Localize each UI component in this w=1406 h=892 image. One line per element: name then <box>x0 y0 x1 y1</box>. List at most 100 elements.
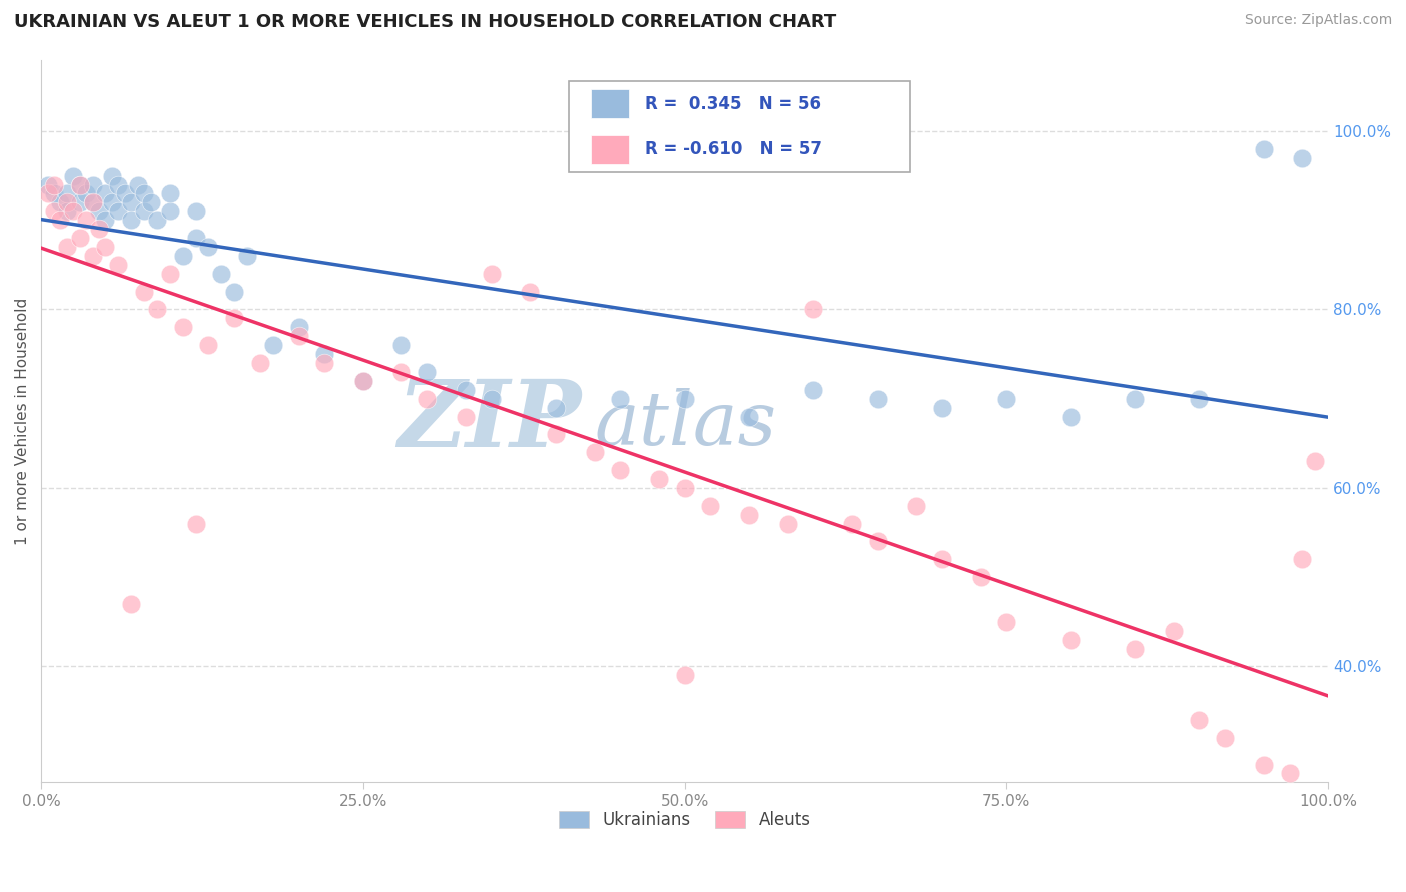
Point <box>648 472 671 486</box>
Point <box>1291 151 1313 165</box>
Point <box>801 383 824 397</box>
Point <box>69 178 91 192</box>
Point <box>82 195 104 210</box>
Point <box>184 516 207 531</box>
Point <box>120 597 142 611</box>
Point <box>287 329 309 343</box>
Point <box>42 178 65 192</box>
Point <box>1213 731 1236 745</box>
Point <box>905 499 928 513</box>
Text: R =  0.345   N = 56: R = 0.345 N = 56 <box>645 95 821 112</box>
Point <box>37 178 59 192</box>
Text: atlas: atlas <box>595 388 776 461</box>
Point <box>56 195 79 210</box>
Point <box>146 213 169 227</box>
Point <box>738 508 761 522</box>
Point <box>69 231 91 245</box>
Point <box>101 169 124 183</box>
Point <box>314 356 336 370</box>
FancyBboxPatch shape <box>569 81 910 171</box>
Point <box>969 570 991 584</box>
Point <box>82 178 104 192</box>
Point <box>673 668 696 682</box>
Point <box>75 213 97 227</box>
Point <box>314 347 336 361</box>
Point <box>481 392 503 406</box>
Point <box>172 320 194 334</box>
Point <box>1123 641 1146 656</box>
Point <box>42 186 65 201</box>
Point <box>127 178 149 192</box>
Legend: Ukrainians, Aleuts: Ukrainians, Aleuts <box>553 804 817 836</box>
Point <box>1188 392 1211 406</box>
Point <box>87 204 110 219</box>
Point <box>673 392 696 406</box>
Text: R = -0.610   N = 57: R = -0.610 N = 57 <box>645 140 821 158</box>
Point <box>249 356 271 370</box>
Point <box>699 499 721 513</box>
Point <box>94 240 117 254</box>
Point <box>37 186 59 201</box>
Point <box>609 392 631 406</box>
Point <box>101 195 124 210</box>
Bar <box>591 89 630 118</box>
Point <box>87 222 110 236</box>
Point <box>519 285 541 299</box>
Point <box>120 213 142 227</box>
Point <box>391 338 413 352</box>
Point <box>82 195 104 210</box>
Point <box>1060 409 1083 424</box>
Point <box>583 445 606 459</box>
Point <box>454 409 477 424</box>
Point <box>139 195 162 210</box>
Point <box>1253 142 1275 156</box>
Point <box>1291 552 1313 566</box>
Point <box>866 534 889 549</box>
Point <box>132 285 155 299</box>
Point <box>287 320 309 334</box>
Point <box>49 195 72 210</box>
Point <box>352 374 374 388</box>
Point <box>454 383 477 397</box>
Point <box>866 392 889 406</box>
Point <box>120 195 142 210</box>
Point <box>673 481 696 495</box>
Text: Source: ZipAtlas.com: Source: ZipAtlas.com <box>1244 13 1392 28</box>
Point <box>609 463 631 477</box>
Point <box>1123 392 1146 406</box>
Point <box>801 302 824 317</box>
Point <box>416 392 439 406</box>
Point <box>94 213 117 227</box>
Point <box>56 186 79 201</box>
Point <box>132 204 155 219</box>
Point <box>107 178 129 192</box>
Point <box>262 338 284 352</box>
Point <box>236 249 259 263</box>
Point <box>62 169 84 183</box>
Point <box>931 401 953 415</box>
Point <box>82 249 104 263</box>
Point <box>146 302 169 317</box>
Point <box>224 285 246 299</box>
Point <box>172 249 194 263</box>
Point <box>75 186 97 201</box>
Point <box>995 392 1018 406</box>
Point <box>209 267 232 281</box>
Point <box>1188 713 1211 727</box>
Point <box>132 186 155 201</box>
Point <box>416 365 439 379</box>
Point <box>184 231 207 245</box>
Point <box>738 409 761 424</box>
Point <box>159 186 181 201</box>
Point <box>931 552 953 566</box>
Point <box>224 311 246 326</box>
Point <box>62 204 84 219</box>
Point <box>197 240 219 254</box>
Point <box>1253 757 1275 772</box>
Point <box>197 338 219 352</box>
Point <box>1163 624 1185 638</box>
Point <box>159 267 181 281</box>
Point <box>159 204 181 219</box>
Point <box>94 186 117 201</box>
Point <box>69 195 91 210</box>
